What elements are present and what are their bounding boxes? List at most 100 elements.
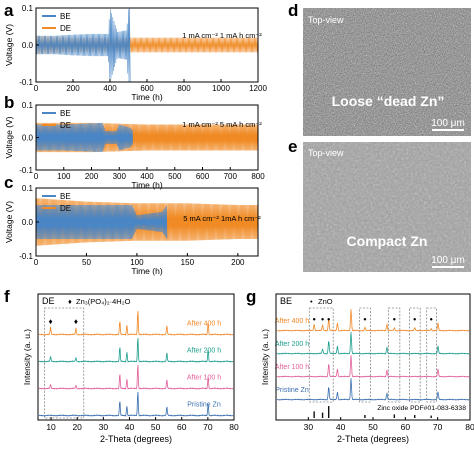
xrd-trace xyxy=(38,364,234,390)
x-tick-label: 40 xyxy=(125,422,135,432)
xrd-series-label: After 400 h xyxy=(187,321,221,328)
x-axis-label: 2-Theta (degrees) xyxy=(100,434,172,444)
sem-image-d-texture xyxy=(303,8,471,136)
panel-letter-d: d xyxy=(288,1,298,20)
plot-frame xyxy=(275,293,471,421)
xrd-series-label: Pristine Zn xyxy=(275,387,309,394)
peak-marker: • xyxy=(413,314,416,324)
peak-highlight-box xyxy=(409,307,421,403)
panel-letter-g: g xyxy=(246,287,256,306)
x-tick-label: 100 xyxy=(130,258,144,267)
x-tick-label: 0 xyxy=(34,84,39,93)
y-tick-label: 0.1 xyxy=(22,184,34,193)
y-tick-label: 0.1 xyxy=(22,4,34,13)
x-tick-label: 40 xyxy=(336,422,346,432)
peak-marker: • xyxy=(393,314,396,324)
x-tick-label: 100 xyxy=(57,172,71,181)
series-line-be xyxy=(35,204,168,240)
y-tick-label: -0.1 xyxy=(19,166,33,175)
y-tick-label: -0.1 xyxy=(19,78,33,87)
chart-panel-f: After 400 h After 200 h After 100 h Pristin… xyxy=(22,293,239,444)
reference-pattern-label: Zinc oxide PDF#01-083-6338 xyxy=(377,405,466,412)
y-tick-label: -0.1 xyxy=(19,252,33,261)
sem-d-tag: Top-view xyxy=(308,15,344,25)
peak-highlight-box xyxy=(44,307,85,419)
chart-title: DE xyxy=(42,296,55,306)
xrd-trace xyxy=(38,337,234,363)
x-tick-label: 50 xyxy=(82,258,91,267)
chart-panel-c: 0 50 100 150 200 -0.1 0.0 0.1 Time (h) Voltage (V… xyxy=(4,184,261,276)
legend-label-de: DE xyxy=(60,24,71,33)
sem-e-scale-label: 100 μm xyxy=(431,255,465,266)
panel-letter-b: b xyxy=(4,93,14,112)
plot-frame xyxy=(37,293,235,421)
legend-marker: ♦ xyxy=(68,297,72,306)
x-tick-label: 50 xyxy=(368,422,378,432)
y-axis-label: Voltage (V) xyxy=(4,24,14,66)
x-axis-label: Time (h) xyxy=(131,92,162,102)
x-tick-label: 800 xyxy=(251,172,265,181)
x-tick-label: 0 xyxy=(34,172,39,181)
cycling-condition-label: 1 mA cm⁻² 1 mA h cm⁻² xyxy=(182,31,262,40)
peak-marker: • xyxy=(363,314,366,324)
x-tick-label: 70 xyxy=(203,422,213,432)
peak-marker: • xyxy=(327,314,330,324)
x-axis-label: Time (h) xyxy=(131,180,162,190)
legend-label-be: BE xyxy=(60,192,71,201)
peak-highlight-box xyxy=(426,307,437,403)
y-axis-label: Voltage (V) xyxy=(4,116,14,158)
x-axis-label: 2-Theta (degrees) xyxy=(337,434,409,444)
legend-label-de: DE xyxy=(60,121,71,130)
chart-title: BE xyxy=(280,296,292,306)
xrd-series-label: After 200 h xyxy=(187,348,221,355)
xrd-series-label: After 200 h xyxy=(275,341,309,348)
peak-marker: • xyxy=(321,314,324,324)
peak-marker: • xyxy=(430,314,433,324)
sem-image-e: Top-view Compact Zn 100 μm xyxy=(303,142,471,272)
peak-marker: ♦ xyxy=(74,317,78,326)
xrd-series-label: After 100 h xyxy=(275,364,309,371)
sem-image-e-texture xyxy=(303,142,471,272)
y-tick-label: 0.0 xyxy=(22,134,34,143)
x-tick-label: 0 xyxy=(34,258,39,267)
x-tick-label: 800 xyxy=(177,84,191,93)
legend-label: ZnO xyxy=(318,297,333,306)
x-tick-label: 600 xyxy=(140,84,154,93)
x-tick-label: 30 xyxy=(99,422,109,432)
xrd-series-label: Pristine Zn xyxy=(187,402,221,409)
xrd-trace xyxy=(276,309,470,332)
chart-panel-g: After 400 h After 200 h After 100 h Pristin… xyxy=(260,293,474,444)
x-tick-label: 60 xyxy=(401,422,411,432)
legend-label-be: BE xyxy=(60,12,71,21)
legend-marker: • xyxy=(310,297,313,306)
legend-label-be: BE xyxy=(60,109,71,118)
xrd-trace xyxy=(38,391,234,417)
peak-highlight-box xyxy=(359,307,371,403)
x-tick-label: 1000 xyxy=(212,84,230,93)
panel-letter-e: e xyxy=(288,137,297,156)
y-axis-label: Intensity (a. u.) xyxy=(22,329,32,385)
xrd-trace xyxy=(276,355,470,378)
x-tick-label: 80 xyxy=(465,422,474,432)
x-tick-label: 30 xyxy=(304,422,314,432)
xrd-trace xyxy=(276,378,470,401)
sem-image-d: Top-view Loose “dead Zn” 100 μm xyxy=(303,8,471,136)
sem-d-scale-label: 100 μm xyxy=(431,118,465,129)
panel-letter-f: f xyxy=(4,287,10,306)
chart-panel-a: 0 200 400 600 800 1000 1200 -0.1 0.0 0.1 Time (h) V… xyxy=(4,4,267,102)
xrd-trace xyxy=(276,332,470,355)
x-tick-label: 200 xyxy=(231,258,245,267)
sem-e-tag: Top-view xyxy=(308,148,344,158)
x-tick-label: 1200 xyxy=(249,84,267,93)
legend-label-de: DE xyxy=(60,204,71,213)
x-tick-label: 20 xyxy=(72,422,82,432)
x-tick-label: 50 xyxy=(151,422,161,432)
x-tick-label: 10 xyxy=(46,422,56,432)
sem-e-caption: Compact Zn xyxy=(347,233,428,249)
cycling-condition-label: 1 mA cm⁻² 5 mA h cm⁻² xyxy=(182,120,262,129)
panel-letter-a: a xyxy=(4,1,14,20)
series-line-be xyxy=(35,7,131,83)
y-axis-label: Intensity (a. u.) xyxy=(260,329,270,385)
xrd-trace xyxy=(38,310,234,336)
